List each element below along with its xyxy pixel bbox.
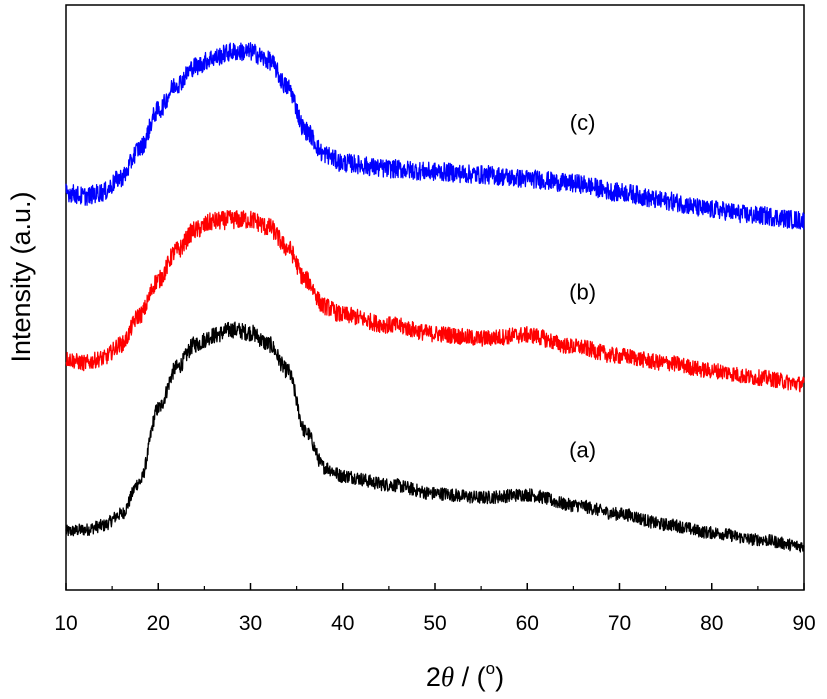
x-tick-label: 20	[147, 612, 170, 635]
plot-frame	[65, 4, 805, 591]
x-axis-ticks: 10 20 30 40 50 60 70 80 90	[54, 583, 816, 635]
series-labels: (a) (b) (c)	[569, 110, 596, 463]
x-tick-label: 70	[608, 612, 631, 635]
x-axis-title-degree: o	[486, 659, 495, 678]
series-group	[65, 42, 805, 553]
x-tick-label: 80	[700, 612, 723, 635]
series-line-a	[65, 321, 805, 553]
x-tick-label: 60	[516, 612, 539, 635]
x-tick-label: 90	[792, 612, 815, 635]
x-tick-label: 30	[239, 612, 262, 635]
series-line-c	[65, 42, 805, 230]
x-axis-title-mid: / (	[454, 662, 486, 692]
x-axis-title: 2θ / (o)	[426, 659, 504, 692]
x-tick-label: 40	[331, 612, 354, 635]
series-label-b: (b)	[569, 280, 596, 305]
x-axis-title-theta: θ	[441, 662, 454, 692]
x-tick-label: 50	[423, 612, 446, 635]
series-line-b	[65, 210, 805, 393]
series-label-c: (c)	[570, 110, 596, 135]
x-tick-label: 10	[54, 612, 77, 635]
y-axis-title: Intensity (a.u.)	[6, 191, 36, 362]
x-axis-title-close: )	[495, 662, 504, 692]
x-axis-title-prefix: 2	[426, 662, 441, 692]
series-label-a: (a)	[569, 438, 596, 463]
